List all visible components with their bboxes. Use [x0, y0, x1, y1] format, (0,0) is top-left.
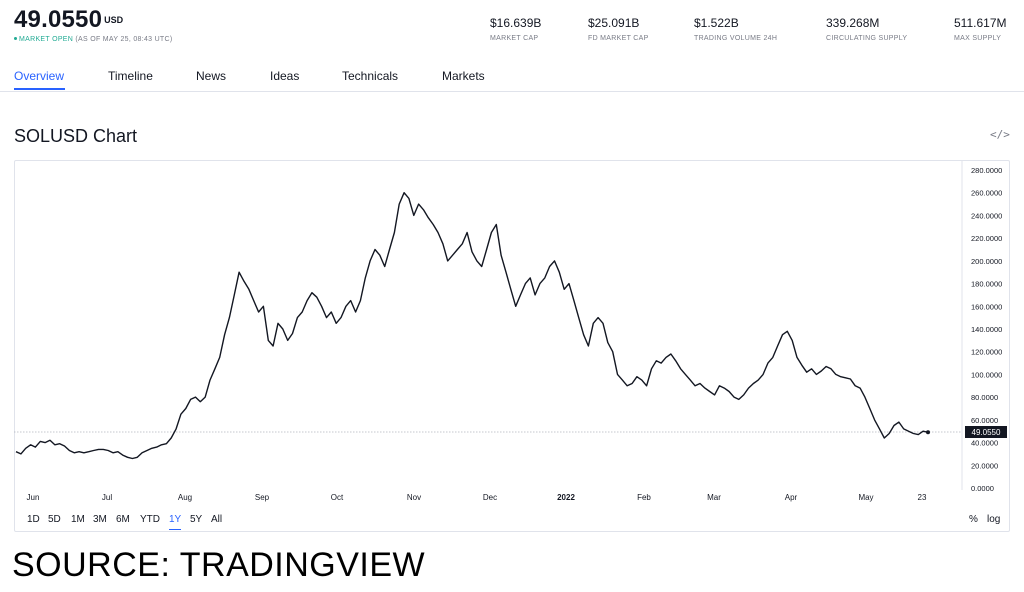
tab-ideas[interactable]: Ideas [270, 69, 300, 83]
active-tab-indicator [14, 88, 65, 90]
y-tick-label: 40.0000 [971, 439, 998, 448]
x-tick-label: May [858, 493, 873, 502]
x-tick-label: Oct [331, 493, 344, 502]
market-status-time: (AS OF MAY 25, 08:43 UTC) [75, 36, 173, 43]
price-line [15, 192, 929, 460]
stat-value: $16.639B [490, 16, 542, 30]
log-scale-toggle[interactable]: log [987, 514, 1001, 525]
active-range-indicator [169, 529, 181, 530]
x-tick-label: 23 [918, 493, 927, 502]
x-tick-label: Nov [407, 493, 421, 502]
stat-max-supply: 511.617M MAX SUPPLY [954, 16, 1006, 42]
y-tick-label: 80.0000 [971, 393, 998, 402]
x-tick-label: Mar [707, 493, 721, 502]
range-1d[interactable]: 1D [27, 514, 40, 525]
stat-label: FD MARKET CAP [588, 35, 649, 42]
tab-news[interactable]: News [196, 69, 227, 83]
tab-timeline[interactable]: Timeline [108, 69, 153, 83]
source-caption: SOURCE: TRADINGVIEW [12, 546, 426, 584]
range-5y[interactable]: 5Y [190, 514, 203, 525]
y-tick-label: 280.0000 [971, 166, 1002, 175]
x-axis: Jun Jul Aug Sep Oct Nov Dec 2022 Feb Mar Apr May 23 [27, 493, 927, 502]
range-3m[interactable]: 3M [93, 514, 107, 525]
last-price-dot [926, 430, 930, 435]
stat-fd-market-cap: $25.091B FD MARKET CAP [588, 16, 649, 42]
chart-frame [14, 160, 1010, 532]
range-all[interactable]: All [211, 514, 223, 525]
stat-value: 511.617M [954, 16, 1007, 30]
y-tick-label: 260.0000 [971, 189, 1002, 198]
tab-overview[interactable]: Overview [14, 69, 65, 83]
range-6m[interactable]: 6M [116, 514, 130, 525]
market-open-label: MARKET OPEN [19, 36, 74, 43]
x-tick-label: Jul [102, 493, 112, 502]
x-tick-label: Dec [483, 493, 497, 502]
stat-label: MAX SUPPLY [954, 35, 1002, 42]
y-tick-label: 60.0000 [971, 416, 998, 425]
y-tick-label: 240.0000 [971, 211, 1002, 220]
y-tick-label: 0.0000 [971, 484, 994, 493]
price-block: 49.0550 USD [14, 6, 123, 34]
stat-label: TRADING VOLUME 24H [694, 35, 778, 42]
stat-market-cap: $16.639B MARKET CAP [490, 16, 541, 42]
tab-markets[interactable]: Markets [442, 69, 485, 83]
market-status: MARKET OPEN (AS OF MAY 25, 08:43 UTC) [14, 36, 173, 43]
range-1y[interactable]: 1Y [169, 514, 182, 525]
tab-technicals[interactable]: Technicals [342, 69, 399, 83]
price-chart[interactable]: 280.0000 260.0000 240.0000 220.0000 200.0000… [0, 0, 1024, 510]
last-price-label: 49.0550 [972, 428, 1001, 437]
y-tick-label: 220.0000 [971, 234, 1002, 243]
current-price: 49.0550 [14, 6, 103, 33]
x-tick-label: Aug [178, 493, 192, 502]
stat-label: MARKET CAP [490, 35, 539, 42]
stat-value: $25.091B [588, 16, 640, 30]
stat-value: $1.522B [694, 16, 739, 30]
x-tick-label: Jun [27, 493, 40, 502]
x-tick-label: Feb [637, 493, 651, 502]
last-price-tag: 49.0550 [965, 426, 1007, 438]
y-tick-label: 200.0000 [971, 257, 1002, 266]
range-1m[interactable]: 1M [71, 514, 85, 525]
y-tick-label: 160.0000 [971, 302, 1002, 311]
stat-trading-volume: $1.522B TRADING VOLUME 24H [694, 16, 777, 42]
status-dot-icon [14, 37, 17, 40]
stat-label: CIRCULATING SUPPLY [826, 35, 908, 42]
range-selector: 1D 5D 1M 3M 6M YTD 1Y 5Y All % log [14, 508, 1010, 532]
range-ytd[interactable]: YTD [140, 514, 160, 525]
percent-scale-toggle[interactable]: % [969, 514, 978, 525]
price-currency: USD [104, 15, 124, 25]
tab-bar: Overview Timeline News Ideas Technicals … [0, 60, 1024, 92]
chart-title: SOLUSD Chart [14, 126, 138, 146]
y-tick-label: 100.0000 [971, 370, 1002, 379]
y-tick-label: 120.0000 [971, 348, 1002, 357]
stat-circulating-supply: 339.268M CIRCULATING SUPPLY [826, 16, 907, 42]
x-tick-label: Sep [255, 493, 270, 502]
stat-value: 339.268M [826, 16, 880, 30]
x-tick-label: Apr [785, 493, 798, 502]
code-embed-icon[interactable]: </> [990, 128, 1010, 141]
range-5d[interactable]: 5D [48, 514, 61, 525]
y-tick-label: 140.0000 [971, 325, 1002, 334]
y-tick-label: 180.0000 [971, 280, 1002, 289]
y-axis: 280.0000 260.0000 240.0000 220.0000 200.0000… [961, 160, 1002, 493]
x-tick-label: 2022 [557, 493, 575, 502]
y-tick-label: 20.0000 [971, 461, 998, 470]
